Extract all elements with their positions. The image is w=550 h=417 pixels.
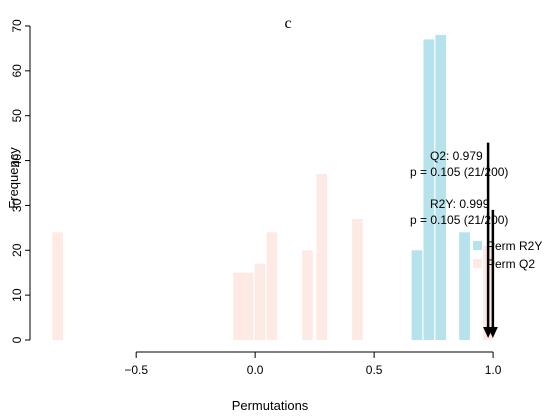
legend: Perm R2Y Perm Q2: [473, 239, 542, 271]
bar-perm-q2-2: [242, 272, 254, 340]
bars-layer: [52, 34, 494, 341]
annotation-q2: Q2: 0.979 p = 0.105 (21/200): [410, 149, 508, 179]
axes-layer: 0 10 20 30 40 50 60 70 −0.5 0.0 0.5 1.0: [10, 19, 502, 377]
chart-title: c: [284, 15, 291, 32]
annotation-r2y: R2Y: 0.999 p = 0.105 (21/200): [410, 197, 508, 227]
bar-perm-r2y-0: [411, 250, 423, 340]
y-tick-label: 50: [10, 109, 24, 123]
x-axis-label: Permutations: [232, 398, 309, 413]
x-tick-label: −0.5: [124, 363, 148, 377]
bar-perm-q2-1: [233, 272, 244, 340]
legend-label-r2y: Perm R2Y: [487, 239, 542, 253]
legend-label-q2: Perm Q2: [487, 257, 535, 271]
x-tick-label: 1.0: [485, 363, 502, 377]
bar-perm-q2-5: [302, 250, 313, 340]
y-tick-label: 70: [10, 19, 24, 33]
x-ticks: −0.5 0.0 0.5 1.0: [124, 352, 502, 377]
annotation-r2y-pvalue: p = 0.105 (21/200): [410, 213, 508, 227]
y-tick-label: 30: [10, 198, 24, 212]
arrows-layer: [483, 142, 498, 338]
arrow-r2y: [487, 209, 498, 338]
bar-perm-q2-4: [266, 232, 278, 340]
annotation-q2-value: Q2: 0.979: [430, 149, 483, 163]
bar-perm-r2y-3: [459, 232, 470, 340]
y-tick-label: 20: [10, 243, 24, 257]
arrow-head: [487, 327, 498, 338]
y-ticks: 0 10 20 30 40 50 60 70: [10, 19, 30, 343]
legend-swatch-r2y: [473, 241, 482, 250]
y-tick-label: 60: [10, 64, 24, 78]
y-tick-label: 10: [10, 288, 24, 302]
y-tick-label: 40: [10, 154, 24, 168]
legend-swatch-q2: [473, 259, 482, 268]
annotation-r2y-value: R2Y: 0.999: [430, 197, 490, 211]
y-axis-label: Frequency: [6, 147, 21, 209]
x-tick-label: 0.5: [366, 363, 383, 377]
bar-perm-r2y-2: [435, 34, 447, 341]
y-tick-label: 0: [10, 336, 24, 343]
annotation-q2-pvalue: p = 0.105 (21/200): [410, 165, 508, 179]
x-tick-label: 0.0: [247, 363, 264, 377]
bar-perm-q2-7: [352, 218, 363, 340]
bar-perm-r2y-1: [423, 39, 435, 341]
bar-perm-q2-3: [254, 263, 266, 340]
bar-perm-q2-0: [52, 232, 63, 340]
bar-perm-q2-6: [316, 174, 328, 340]
